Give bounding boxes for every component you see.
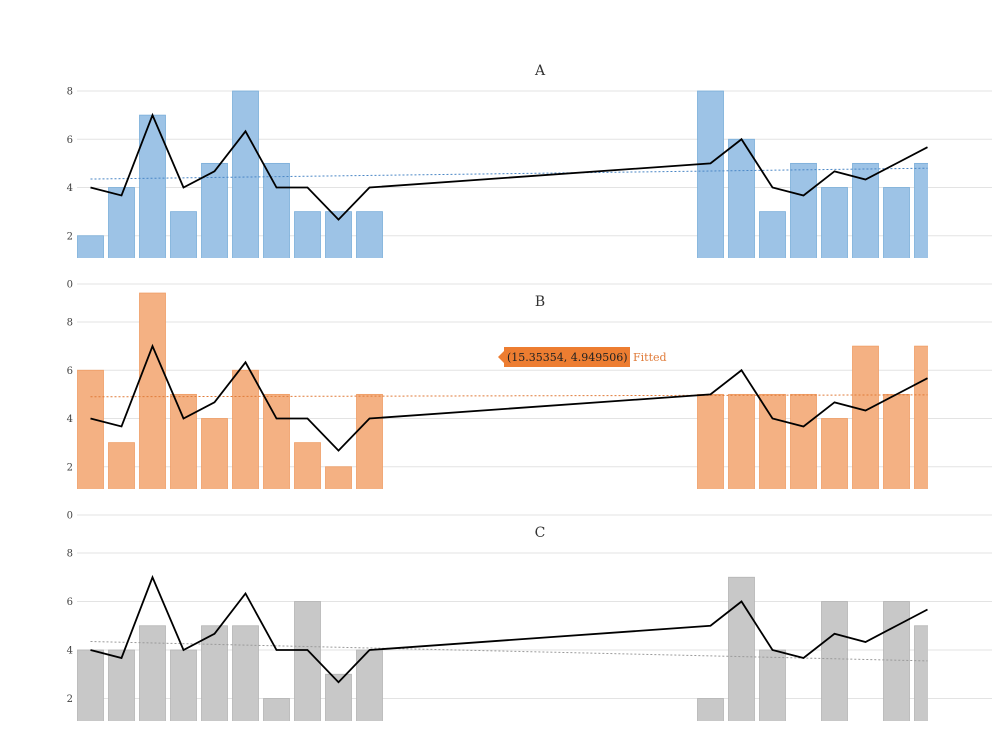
- bar: [914, 162, 928, 258]
- panel-c: 2 4 6 8 C: [67, 525, 992, 721]
- y-tick-label: 6: [67, 597, 73, 608]
- bar: [325, 466, 352, 489]
- y-tick-label: 4: [67, 414, 73, 425]
- bar: [139, 292, 166, 489]
- bar: [728, 393, 755, 489]
- y-tick-label: 2: [67, 462, 73, 473]
- bar: [201, 625, 228, 721]
- bar: [77, 649, 104, 721]
- bar: [914, 345, 928, 489]
- bar: [108, 187, 135, 258]
- bar: [139, 625, 166, 721]
- y-tick-label: 6: [67, 135, 73, 146]
- y-tick-label: 4: [67, 646, 73, 657]
- bar: [852, 345, 879, 489]
- bar: [232, 90, 259, 258]
- chart-title: C: [535, 525, 546, 541]
- bar: [77, 369, 104, 489]
- bar: [325, 211, 352, 258]
- bar: [263, 393, 290, 489]
- bar: [759, 393, 786, 489]
- bar: [728, 138, 755, 258]
- y-tick-label: 8: [67, 318, 73, 329]
- panel-a: 0 2 4 6 8 A: [67, 63, 992, 291]
- bar: [883, 393, 910, 489]
- bar: [356, 211, 383, 258]
- bar: [914, 625, 928, 721]
- bar: [697, 393, 724, 489]
- bar: [821, 187, 848, 258]
- trend-line: [90, 641, 928, 662]
- tooltip-value: (15.35354, 4.949506): [507, 351, 628, 364]
- series-line: [90, 343, 928, 452]
- bar: [108, 649, 135, 721]
- bar: [294, 442, 321, 489]
- series-line: [90, 112, 928, 221]
- bar: [883, 601, 910, 721]
- bar: [883, 187, 910, 258]
- bar: [821, 601, 848, 721]
- bar: [790, 162, 817, 258]
- tooltip-box: [504, 347, 630, 367]
- bar: [790, 393, 817, 489]
- bar: [108, 442, 135, 489]
- bar: [325, 673, 352, 721]
- bar: [201, 418, 228, 489]
- bar: [170, 393, 197, 489]
- y-tick-label: 8: [67, 87, 73, 98]
- bar: [852, 162, 879, 258]
- bar: [294, 601, 321, 721]
- y-tick-label: 6: [67, 366, 73, 377]
- chart-title: A: [534, 63, 546, 79]
- y-tick-label: 0: [67, 280, 73, 291]
- bar: [759, 211, 786, 258]
- bar: [294, 211, 321, 258]
- bar: [263, 162, 290, 258]
- bar: [263, 698, 290, 721]
- chart-title: B: [535, 294, 545, 310]
- panel-b: 0 2 4 6 8 B: [67, 292, 992, 522]
- y-tick-label: 2: [67, 231, 73, 242]
- tooltip: (15.35354, 4.949506) Fitted: [498, 347, 667, 367]
- bar: [356, 393, 383, 489]
- trend-line: [90, 167, 928, 180]
- bar: [232, 369, 259, 489]
- plot-area: [77, 576, 928, 721]
- y-tick-label: 0: [67, 511, 73, 522]
- bar: [170, 649, 197, 721]
- bar: [356, 649, 383, 721]
- bar: [759, 649, 786, 721]
- bar: [821, 418, 848, 489]
- series-line: [90, 574, 928, 684]
- y-tick-label: 4: [67, 183, 73, 194]
- bar: [697, 90, 724, 258]
- trend-line: [90, 394, 928, 398]
- bar: [697, 698, 724, 721]
- bar: [201, 162, 228, 258]
- y-tick-label: 2: [67, 694, 73, 705]
- bar: [170, 211, 197, 258]
- bar: [232, 625, 259, 721]
- tooltip-series-label: Fitted: [633, 351, 667, 364]
- plot-area: [77, 292, 928, 489]
- y-tick-label: 8: [67, 549, 73, 560]
- tooltip-pointer: [498, 351, 504, 363]
- bar: [77, 235, 104, 258]
